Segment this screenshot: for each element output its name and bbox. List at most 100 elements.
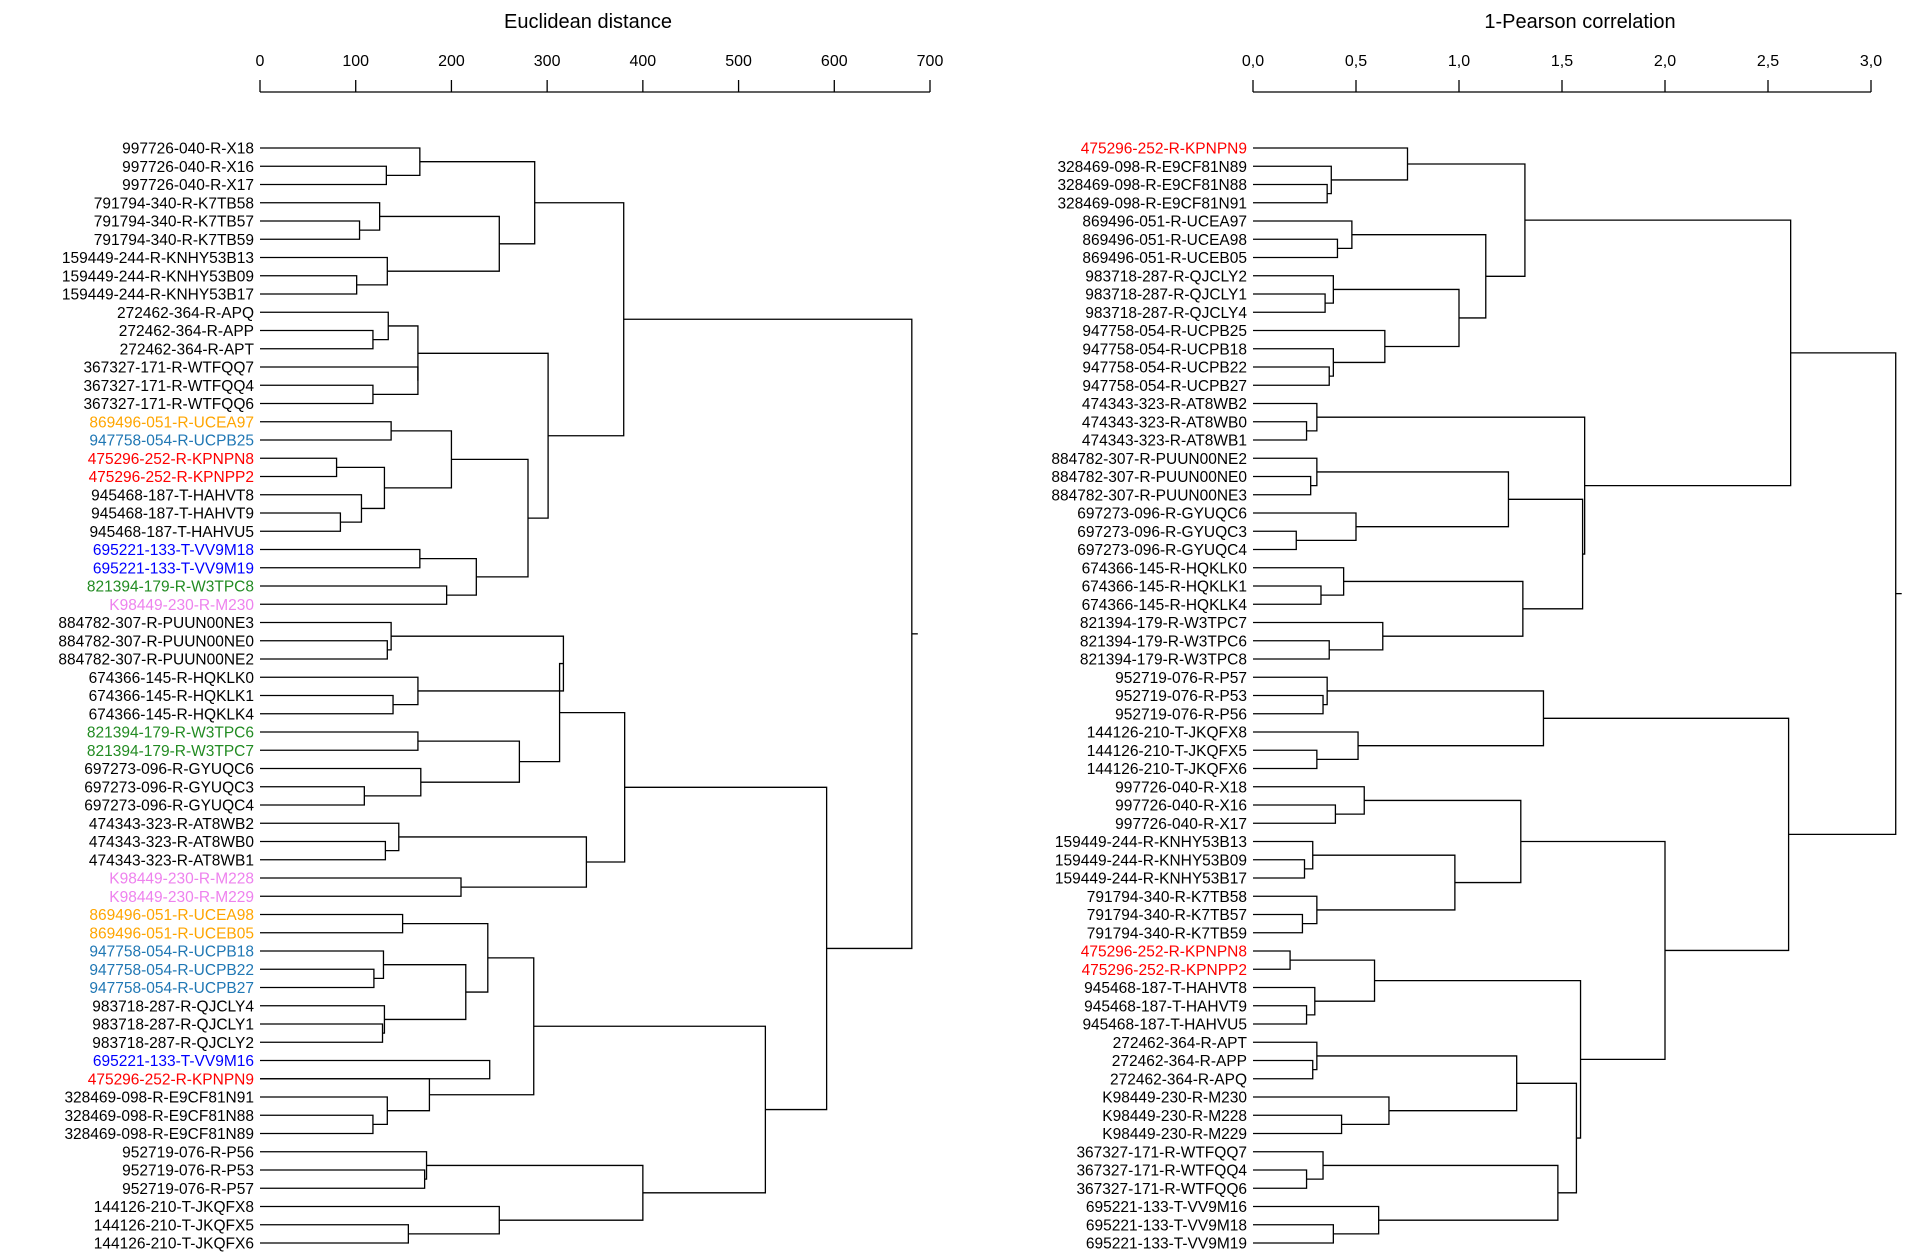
leaf-label: 695221-133-T-VV9M19	[93, 560, 254, 577]
merge-link	[260, 640, 388, 660]
leaf-label: 952719-076-R-P57	[122, 1181, 254, 1198]
merge-link	[1253, 676, 1328, 706]
leaf-label: 983718-287-R-QJCLY4	[1085, 305, 1247, 322]
merge-link	[624, 786, 828, 1111]
leaf-label: 884782-307-R-PUUN00NE0	[1051, 469, 1247, 486]
leaf-label: 947758-054-R-UCPB18	[1082, 341, 1247, 358]
leaf-label: 475296-252-R-KPNPP2	[1082, 962, 1247, 979]
leaf-label: 952719-076-R-P56	[122, 1144, 254, 1161]
merge-link	[1253, 749, 1318, 770]
merge-link	[1253, 366, 1330, 386]
merge-link	[383, 964, 467, 1021]
leaf-label: 695221-133-T-VV9M18	[93, 542, 254, 559]
merge-link	[260, 1114, 374, 1135]
merge-link	[1253, 731, 1359, 761]
leaf-label: 144126-210-T-JKQFX5	[94, 1217, 254, 1234]
axis-tick-label: 2,0	[1654, 53, 1676, 70]
leaf-label: 945468-187-T-HAHVU5	[1082, 1017, 1247, 1034]
merge-link	[1253, 238, 1339, 259]
leaf-label: 475296-252-R-KPNPN9	[1081, 141, 1247, 158]
merge-link	[1253, 1205, 1380, 1235]
leaf-label: 791794-340-R-K7TB59	[94, 232, 254, 249]
axis-tick-label: 100	[342, 53, 369, 70]
merge-link	[1253, 329, 1386, 364]
leaf-label: 475296-252-R-KPNPN8	[88, 451, 254, 468]
leaf-label: 272462-364-R-APQ	[1110, 1071, 1247, 1088]
merge-link	[260, 877, 462, 897]
merge-link	[336, 466, 386, 510]
leaf-label: 884782-307-R-PUUN00NE3	[58, 615, 254, 632]
leaf-label: 997726-040-R-X17	[1115, 816, 1247, 833]
axis-tick-label: 600	[821, 53, 848, 70]
merge-link	[260, 676, 419, 706]
leaf-label: 983718-287-R-QJCLY4	[92, 998, 254, 1015]
leaf-label: 791794-340-R-K7TB57	[1087, 907, 1247, 924]
merge-link	[1333, 288, 1460, 348]
merge-link	[1520, 840, 1666, 1061]
distance-axis: 0 100 200 300 400 500 600 700	[256, 53, 943, 93]
leaf-label: 474343-323-R-AT8WB2	[1082, 396, 1247, 413]
axis-tick-label: 1,5	[1551, 53, 1573, 70]
merge-link	[260, 256, 388, 286]
leaf-label: 674366-145-R-HQKLK1	[1082, 579, 1247, 596]
leaf-label: K98449-230-R-M229	[109, 889, 254, 906]
merge-link	[260, 548, 421, 569]
merge-link	[1407, 163, 1526, 277]
merge-link	[1253, 986, 1316, 1016]
merge-link	[426, 1164, 644, 1221]
leaf-label: 695221-133-T-VV9M19	[1086, 1236, 1247, 1253]
leaf-label: K98449-230-R-M230	[109, 597, 254, 614]
merge-link	[1316, 1055, 1518, 1112]
merge-link	[1253, 840, 1314, 870]
leaf-label: 697273-096-R-GYUQC6	[84, 761, 254, 778]
leaf-label: 475296-252-R-KPNPN8	[1081, 944, 1247, 961]
merge-link	[260, 767, 422, 797]
leaf-label: 869496-051-R-UCEB05	[1082, 250, 1247, 267]
leaf-label: 983718-287-R-QJCLY1	[1085, 287, 1247, 304]
leaf-label: 697273-096-R-GYUQC3	[1077, 524, 1247, 541]
leaf-label: 697273-096-R-GYUQC4	[84, 798, 254, 815]
merge-link	[1312, 854, 1456, 911]
leaf-label: 367327-171-R-WTFQQ4	[83, 378, 254, 395]
leaf-label: 695221-133-T-VV9M18	[1086, 1217, 1247, 1234]
leaf-label: 821394-179-R-W3TPC7	[87, 743, 254, 760]
merge-link	[1253, 1096, 1390, 1126]
merge-link	[260, 202, 381, 231]
merge-link	[260, 731, 419, 751]
leaf-label: 674366-145-R-HQKLK4	[89, 706, 255, 723]
merge-link	[260, 366, 419, 396]
merge-link	[384, 430, 453, 489]
distance-axis: 0,0 0,5 1,0 1,5 2,0 2,5 3,0	[1242, 53, 1882, 93]
leaf-label: 159449-244-R-KNHY53B13	[1055, 834, 1247, 851]
merge-link	[260, 786, 365, 806]
merge-link	[519, 662, 564, 763]
leaf-label: 272462-364-R-APQ	[117, 305, 254, 322]
leaf-label: 697273-096-R-GYUQC6	[1077, 506, 1247, 523]
leaf-label: 328469-098-R-E9CF81N89	[1057, 159, 1247, 176]
merge-link	[260, 384, 374, 405]
leaf-label: 474343-323-R-AT8WB1	[1082, 433, 1247, 450]
merge-link	[260, 457, 338, 478]
merge-link	[1253, 859, 1306, 879]
merge-link	[260, 1151, 428, 1180]
leaf-label: 997726-040-R-X18	[1115, 779, 1247, 796]
leaf-label: 674366-145-R-HQKLK0	[1082, 560, 1248, 577]
leaf-label: 367327-171-R-WTFQQ4	[1076, 1163, 1247, 1180]
axis-tick-label: 0,5	[1345, 53, 1367, 70]
leaf-label: 144126-210-T-JKQFX8	[94, 1199, 254, 1216]
euclidean-title: Euclidean distance	[504, 11, 672, 33]
merge-link	[1788, 352, 1897, 836]
merge-link	[1253, 1224, 1334, 1244]
merge-link	[1364, 799, 1522, 884]
leaf-label: 821394-179-R-W3TPC6	[87, 725, 254, 742]
tree-branches	[260, 147, 918, 1244]
merge-link	[1253, 913, 1304, 934]
leaf-label: 474343-323-R-AT8WB1	[89, 852, 254, 869]
merge-link	[260, 840, 387, 861]
axis-tick-label: 2,5	[1757, 53, 1779, 70]
leaf-label: 328469-098-R-E9CF81N89	[64, 1126, 254, 1143]
leaf-label: 997726-040-R-X18	[122, 141, 254, 158]
leaf-label: 695221-133-T-VV9M16	[1086, 1199, 1247, 1216]
merge-link	[260, 1169, 426, 1189]
leaf-label: 159449-244-R-KNHY53B17	[1055, 871, 1247, 888]
